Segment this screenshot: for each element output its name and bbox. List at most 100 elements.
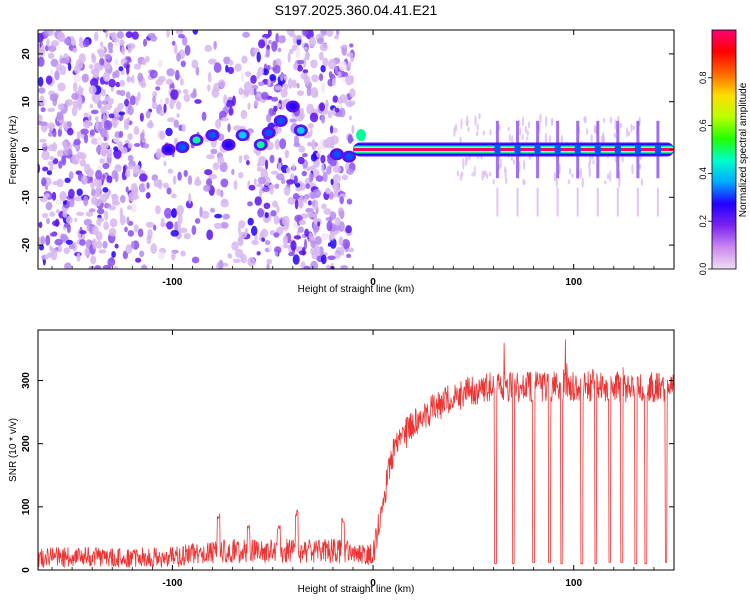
noise-blob (606, 173, 610, 180)
noise-blob (61, 140, 67, 147)
noise-blob (608, 170, 612, 183)
noise-blob (253, 178, 257, 186)
noise-blob (97, 208, 105, 215)
noise-blob (195, 66, 200, 76)
noise-blob (247, 257, 256, 267)
noise-blob (258, 39, 266, 49)
noise-blob (41, 150, 50, 161)
noise-blob (89, 129, 95, 136)
noise-blob (192, 30, 199, 35)
noise-blob (271, 96, 279, 102)
noise-blob (38, 56, 45, 67)
noise-blob (106, 175, 113, 184)
snr-plot-frame (37, 329, 675, 571)
interruption-streak-faint (576, 187, 579, 217)
noise-blob (304, 228, 309, 237)
noise-blob (238, 172, 244, 179)
noise-blob (278, 157, 282, 164)
noise-blob (52, 129, 57, 138)
noise-blob (304, 238, 307, 250)
noise-blob (316, 37, 324, 45)
noise-blob (177, 213, 183, 224)
noise-blob (88, 115, 92, 122)
noise-blob (272, 59, 277, 67)
noise-blob (39, 121, 48, 127)
noise-blob (625, 127, 629, 138)
noise-blob (315, 175, 324, 182)
noise-blob (321, 203, 327, 210)
noise-blob (88, 85, 97, 95)
noise-blob (504, 166, 507, 174)
noise-blob (67, 62, 72, 72)
noise-blob (137, 72, 144, 82)
noise-blob (265, 48, 270, 58)
noise-blob (95, 231, 103, 241)
noise-blob (76, 211, 85, 216)
noise-blob (526, 136, 529, 141)
noise-blob (303, 134, 312, 139)
noise-blob (175, 30, 184, 35)
noise-blob (283, 185, 291, 196)
spectrogram-x-tick-label: -100 (162, 277, 182, 288)
noise-blob (46, 252, 55, 258)
noise-blob (320, 114, 326, 124)
noise-blob (300, 73, 307, 80)
noise-blob (96, 240, 103, 249)
noise-blob (40, 235, 46, 246)
noise-blob (201, 210, 210, 219)
noise-blob (297, 156, 305, 165)
noise-blob (327, 255, 336, 261)
noise-blob (527, 121, 531, 129)
noise-blob (127, 143, 133, 149)
noise-blob (238, 236, 244, 246)
noise-blob (157, 251, 165, 260)
noise-blob (346, 52, 354, 57)
noise-blob (242, 31, 251, 38)
noise-blob (151, 101, 158, 110)
noise-blob (183, 93, 191, 102)
noise-blob (346, 101, 354, 108)
colorbar-tick-label: 0.0 (698, 263, 708, 276)
noise-blob (307, 200, 312, 206)
noise-blob (301, 170, 307, 177)
noise-blob (95, 145, 102, 154)
noise-blob (167, 168, 174, 174)
noise-blob (349, 43, 354, 48)
snr-y-tick-label: 300 (21, 372, 32, 389)
carrier-trace-point (178, 143, 187, 151)
noise-blob (292, 193, 300, 200)
noise-blob (56, 111, 64, 121)
noise-blob (103, 62, 112, 70)
noise-blob (118, 66, 124, 72)
carrier-trace-point (238, 131, 247, 139)
noise-blob (79, 159, 87, 167)
steady-tone-onset (356, 129, 367, 142)
noise-blob (110, 98, 114, 105)
noise-blob (76, 188, 83, 197)
noise-blob (59, 65, 67, 76)
noise-blob (55, 199, 62, 205)
noise-blob (104, 210, 109, 221)
noise-blob (545, 115, 548, 128)
carrier-trace-point (192, 136, 201, 144)
noise-blob (263, 215, 270, 224)
noise-blob (474, 115, 477, 127)
spectrogram-y-tick-label: 10 (21, 96, 32, 108)
noise-blob (63, 38, 71, 45)
steady-tone-gap (594, 144, 601, 155)
noise-blob (57, 244, 62, 253)
noise-blob (289, 118, 297, 123)
noise-blob (151, 174, 158, 182)
noise-blob (82, 38, 90, 48)
noise-blob (38, 114, 43, 123)
noise-blob (170, 89, 179, 100)
noise-blob (131, 31, 139, 40)
noise-blob (524, 125, 528, 133)
noise-blob (107, 189, 112, 196)
steady-tone-band (352, 148, 674, 151)
noise-blob (42, 212, 49, 219)
noise-blob (329, 125, 334, 134)
noise-blob (602, 135, 605, 144)
noise-blob (588, 167, 591, 178)
noise-blob (241, 55, 248, 64)
